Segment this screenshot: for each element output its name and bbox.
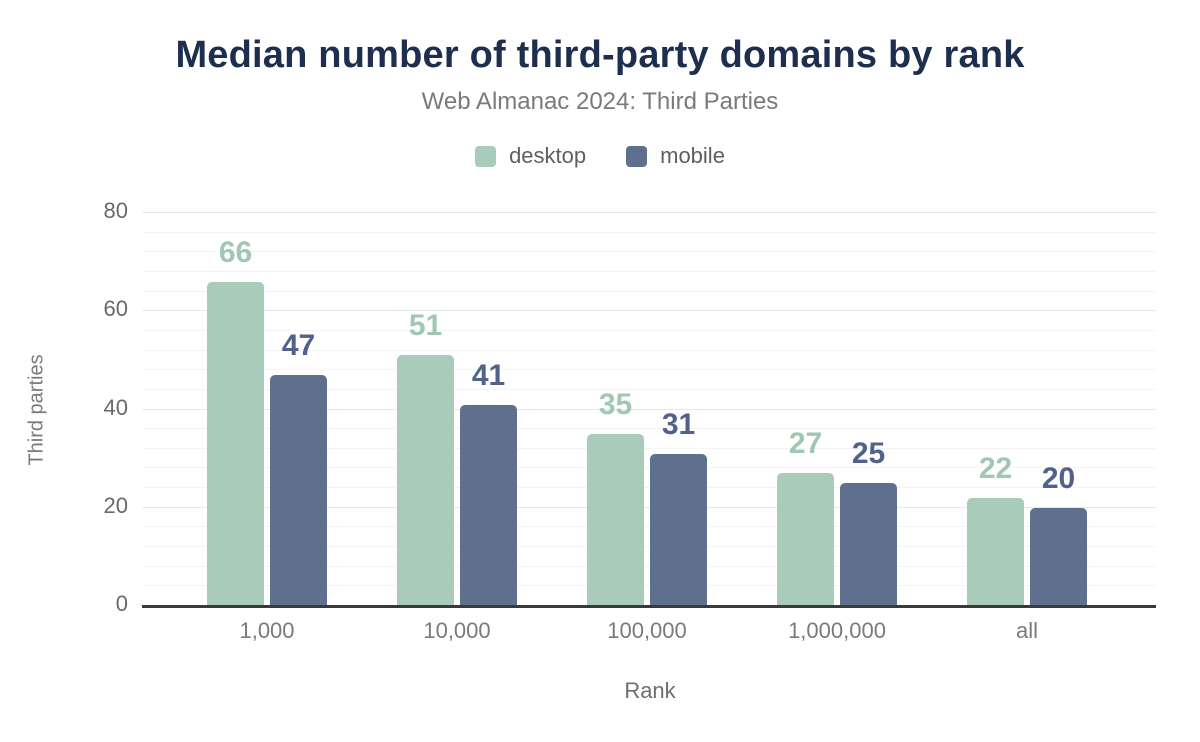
major-gridline xyxy=(142,310,1156,312)
minor-gridline xyxy=(142,349,1156,351)
major-gridline xyxy=(142,506,1156,508)
chart-title: Median number of third-party domains by … xyxy=(175,34,1025,76)
legend-item-desktop: desktop xyxy=(475,143,586,169)
bar-mobile-1000[interactable] xyxy=(270,375,327,606)
bar-value-desktop-all: 22 xyxy=(978,451,1013,485)
bar-desktop-10000[interactable] xyxy=(397,355,454,606)
minor-gridline xyxy=(142,467,1156,469)
legend-label-desktop: desktop xyxy=(509,143,587,168)
x-tick-label: all xyxy=(1015,618,1038,643)
bar-value-mobile-1000: 47 xyxy=(281,329,316,363)
minor-gridline xyxy=(142,447,1156,449)
minor-gridline xyxy=(142,526,1156,528)
bar-value-mobile-all: 20 xyxy=(1041,461,1076,495)
y-tick-label: 40 xyxy=(103,394,128,420)
legend: desktop mobile xyxy=(0,142,1200,170)
bar-mobile-all[interactable] xyxy=(1030,507,1087,606)
x-axis-title: Rank xyxy=(624,678,676,703)
bar-value-desktop-100000: 35 xyxy=(598,388,633,422)
minor-gridline xyxy=(142,428,1156,430)
bar-desktop-all[interactable] xyxy=(967,497,1024,606)
minor-gridline xyxy=(142,369,1156,371)
y-tick-label: 20 xyxy=(103,492,128,518)
major-gridline xyxy=(142,212,1156,213)
minor-gridline xyxy=(142,546,1156,548)
bar-value-desktop-1000: 66 xyxy=(218,235,253,269)
minor-gridline xyxy=(142,388,1156,390)
minor-gridline xyxy=(142,565,1156,567)
x-tick-label: 10,000 xyxy=(423,618,491,643)
bar-desktop-1000000[interactable] xyxy=(777,473,834,606)
x-axis-line xyxy=(142,605,1156,608)
minor-gridline xyxy=(142,329,1156,331)
bar-desktop-1000[interactable] xyxy=(207,281,264,606)
x-tick-label: 100,000 xyxy=(607,618,687,643)
legend-item-mobile: mobile xyxy=(626,143,725,169)
minor-gridline xyxy=(142,231,1156,233)
bar-value-mobile-100000: 31 xyxy=(661,407,696,441)
x-tick-label: 1,000,000 xyxy=(788,618,886,643)
bar-value-desktop-10000: 51 xyxy=(408,309,443,343)
bar-mobile-100000[interactable] xyxy=(650,453,707,606)
y-tick-label: 0 xyxy=(115,591,128,616)
bar-value-desktop-1000000: 27 xyxy=(788,427,823,461)
plot-area: 0 20 40 60 80 66 47 1,000 51 41 10,000 35 31 100,000 2… xyxy=(104,198,1156,643)
major-gridline xyxy=(142,408,1156,410)
minor-gridline xyxy=(142,251,1156,253)
bar-value-mobile-1000000: 25 xyxy=(851,437,886,471)
minor-gridline xyxy=(142,487,1156,489)
legend-label-mobile: mobile xyxy=(660,143,725,168)
minor-gridline xyxy=(142,290,1156,292)
x-tick-label: 1,000 xyxy=(239,618,295,643)
y-tick-label: 60 xyxy=(103,296,128,322)
minor-gridline xyxy=(142,270,1156,272)
bar-value-mobile-10000: 41 xyxy=(471,358,506,392)
minor-gridline xyxy=(142,585,1156,587)
desktop-swatch-icon xyxy=(475,145,497,167)
bar-desktop-100000[interactable] xyxy=(587,434,644,606)
y-axis-title: Third parties xyxy=(25,354,48,466)
y-tick-label: 80 xyxy=(103,198,128,223)
bar-mobile-1000000[interactable] xyxy=(840,483,897,606)
mobile-swatch-icon xyxy=(626,145,648,167)
bar-mobile-10000[interactable] xyxy=(460,404,517,606)
chart-subtitle: Web Almanac 2024: Third Parties xyxy=(421,88,779,115)
